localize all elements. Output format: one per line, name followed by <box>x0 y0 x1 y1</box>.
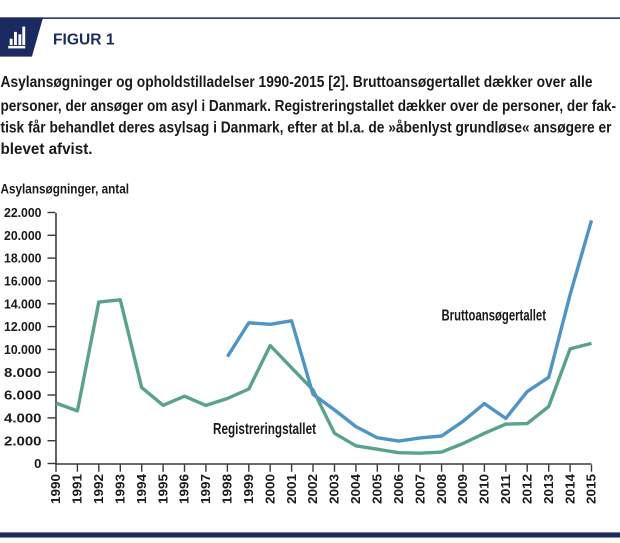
svg-text:2001: 2001 <box>284 474 299 504</box>
svg-text:6.000: 6.000 <box>4 389 42 403</box>
svg-text:0: 0 <box>34 457 41 471</box>
svg-text:2002: 2002 <box>305 474 320 504</box>
svg-text:2014: 2014 <box>562 473 577 504</box>
svg-text:10.000: 10.000 <box>4 343 42 357</box>
svg-text:1995: 1995 <box>155 474 170 504</box>
svg-text:18.000: 18.000 <box>4 252 42 266</box>
svg-text:1998: 1998 <box>220 474 235 504</box>
svg-text:personer, der ansøger om asyl: personer, der ansøger om asyl i Danmark.… <box>1 98 617 115</box>
svg-text:1993: 1993 <box>113 474 128 504</box>
svg-text:Bruttoansøgertallet: Bruttoansøgertallet <box>442 308 547 325</box>
svg-text:2012: 2012 <box>519 474 534 504</box>
svg-text:tisk får behandlet deres asyls: tisk får behandlet deres asylsag i Danma… <box>1 119 612 136</box>
svg-text:2015: 2015 <box>584 474 599 504</box>
svg-text:1990: 1990 <box>48 474 63 504</box>
svg-text:2009: 2009 <box>455 474 470 504</box>
svg-text:2006: 2006 <box>391 474 406 504</box>
svg-text:8.000: 8.000 <box>4 366 42 380</box>
svg-text:2000: 2000 <box>262 474 277 504</box>
svg-text:1997: 1997 <box>198 474 213 504</box>
svg-text:2010: 2010 <box>477 474 492 504</box>
svg-text:22.000: 22.000 <box>4 206 42 220</box>
svg-text:1996: 1996 <box>177 474 192 504</box>
svg-text:blevet afvist.: blevet afvist. <box>1 141 93 158</box>
svg-text:2003: 2003 <box>327 474 342 504</box>
svg-text:2007: 2007 <box>412 474 427 504</box>
svg-text:14.000: 14.000 <box>4 297 42 311</box>
svg-text:16.000: 16.000 <box>4 275 42 289</box>
svg-text:12.000: 12.000 <box>4 320 42 334</box>
svg-text:2005: 2005 <box>370 474 385 504</box>
svg-text:Asylansøgninger, antal: Asylansøgninger, antal <box>1 182 130 197</box>
svg-text:1992: 1992 <box>91 474 106 504</box>
svg-text:1991: 1991 <box>70 474 85 504</box>
svg-text:1994: 1994 <box>134 473 149 504</box>
svg-text:Registreringstallet: Registreringstallet <box>213 421 316 438</box>
svg-text:20.000: 20.000 <box>4 229 42 243</box>
svg-text:2004: 2004 <box>348 473 363 504</box>
svg-text:2013: 2013 <box>541 474 556 504</box>
svg-text:2.000: 2.000 <box>4 434 42 448</box>
svg-text:Asylansøgninger og opholdstill: Asylansøgninger og opholdstilladelser 19… <box>1 74 593 91</box>
svg-text:4.000: 4.000 <box>4 412 42 426</box>
svg-text:FIGUR 1: FIGUR 1 <box>53 32 115 49</box>
svg-text:2011: 2011 <box>498 474 513 504</box>
svg-text:1999: 1999 <box>241 474 256 504</box>
svg-text:2008: 2008 <box>434 474 449 504</box>
